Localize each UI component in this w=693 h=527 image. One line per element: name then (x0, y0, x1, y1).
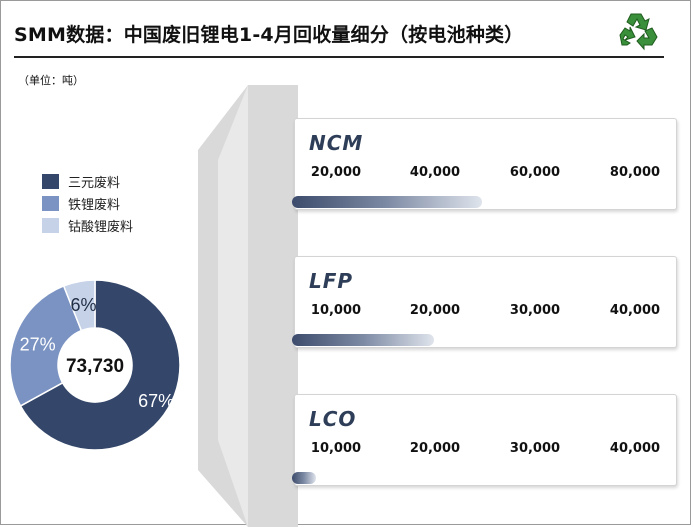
donut-slice-lfp (9, 284, 83, 407)
legend: 三元废料 铁锂废料 钴酸锂废料 (42, 170, 133, 236)
donut-label-lfp: 27% (20, 334, 56, 354)
tick-label: 10,000 (310, 441, 362, 456)
tick-label: 20,000 (310, 165, 362, 180)
tick-label: 40,000 (409, 165, 461, 180)
title-rule (14, 56, 664, 58)
donut-label-lco: 6% (71, 295, 97, 315)
tick-label: 40,000 (609, 303, 661, 318)
legend-item-lco: 钴酸锂废料 (42, 214, 133, 236)
card-title-ncm: NCM (309, 131, 364, 155)
recycle-icon (619, 13, 658, 51)
legend-label-lfp: 铁锂废料 (68, 197, 121, 213)
donut-label-ternary: 67% (138, 391, 174, 411)
bar-lco (292, 472, 316, 484)
donut-slice-ternary (19, 279, 181, 451)
bar-lfp (292, 334, 434, 346)
tick-label: 60,000 (509, 165, 561, 180)
tick-label: 40,000 (609, 441, 661, 456)
legend-item-ternary: 三元废料 (42, 170, 133, 192)
unit-label: （单位：吨） (18, 74, 84, 87)
card-lfp: LFP 10,000 20,000 30,000 40,000 (292, 256, 677, 348)
legend-item-lfp: 铁锂废料 (42, 192, 133, 214)
legend-swatch-ternary (42, 173, 59, 189)
tick-label: 10,000 (310, 303, 362, 318)
donut-slice-lco (62, 279, 96, 332)
bar-ncm (292, 196, 482, 208)
donut-center-total: 73,730 (66, 356, 124, 377)
tick-label: 80,000 (609, 165, 661, 180)
legend-swatch-lco (42, 217, 59, 233)
tick-label: 30,000 (509, 441, 561, 456)
card-ncm: NCM 20,000 40,000 60,000 80,000 (292, 118, 677, 210)
tick-label: 30,000 (509, 303, 561, 318)
card-title-lfp: LFP (309, 269, 354, 293)
legend-swatch-lfp (42, 195, 59, 211)
legend-label-lco: 钴酸锂废料 (68, 219, 134, 235)
chart-title: SMM数据：中国废旧锂电1-4月回收量细分（按电池种类） (14, 24, 524, 46)
card-title-lco: LCO (309, 407, 357, 431)
legend-label-ternary: 三元废料 (68, 175, 121, 191)
card-lco: LCO 10,000 20,000 30,000 40,000 (292, 394, 677, 486)
tick-label: 20,000 (409, 303, 461, 318)
tick-label: 20,000 (409, 441, 461, 456)
donut-chart: 67% 27% 6% 73,730 (9, 279, 181, 451)
